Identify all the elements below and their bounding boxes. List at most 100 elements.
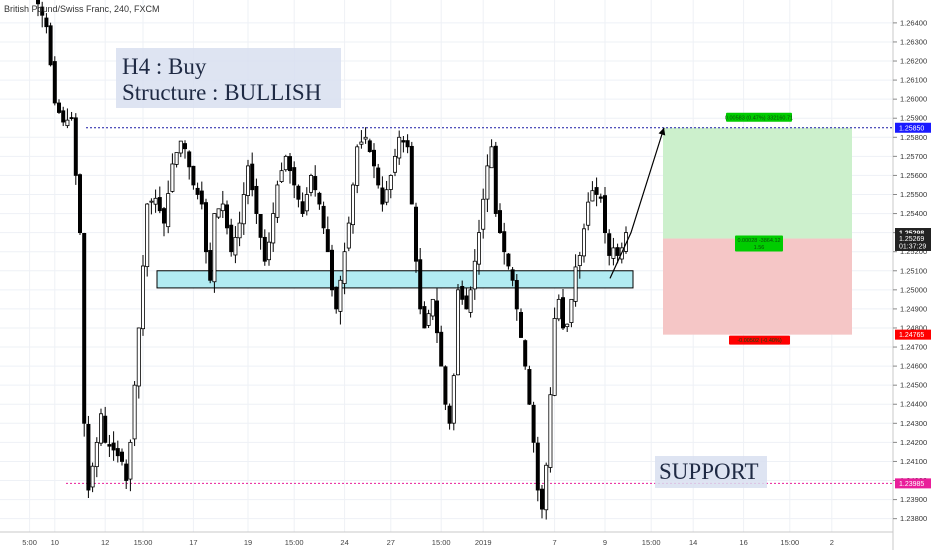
candle-body[interactable]: [371, 149, 376, 167]
candle-body[interactable]: [540, 488, 545, 510]
candle-body[interactable]: [178, 140, 183, 154]
candle-body[interactable]: [145, 203, 150, 268]
candle-body[interactable]: [65, 119, 70, 127]
candle-body[interactable]: [182, 143, 187, 150]
candle-body[interactable]: [418, 259, 423, 310]
candle-body[interactable]: [426, 313, 431, 326]
candle-body[interactable]: [519, 312, 524, 338]
candle-body[interactable]: [48, 25, 53, 66]
candle-body[interactable]: [229, 224, 234, 253]
candle-body[interactable]: [384, 189, 389, 203]
candle-body[interactable]: [287, 156, 292, 172]
candle-body[interactable]: [586, 201, 591, 226]
candle-body[interactable]: [317, 192, 322, 205]
candle-body[interactable]: [556, 298, 561, 320]
candle-body[interactable]: [283, 155, 288, 171]
candle-body[interactable]: [115, 448, 120, 457]
candle-body[interactable]: [271, 213, 276, 244]
candle-body[interactable]: [321, 205, 326, 229]
candle-body[interactable]: [367, 140, 372, 152]
candle-body[interactable]: [212, 213, 217, 283]
candle-body[interactable]: [153, 197, 158, 205]
candle-body[interactable]: [266, 241, 271, 261]
candle-body[interactable]: [241, 194, 246, 225]
candle-body[interactable]: [86, 423, 91, 491]
candle-body[interactable]: [90, 465, 95, 488]
candle-body[interactable]: [161, 208, 166, 224]
candle-body[interactable]: [237, 222, 242, 239]
candle-body[interactable]: [611, 247, 616, 259]
candle-body[interactable]: [304, 194, 309, 212]
candle-body[interactable]: [615, 247, 620, 256]
candle-body[interactable]: [136, 327, 141, 387]
candle-body[interactable]: [603, 195, 608, 234]
candle-body[interactable]: [224, 204, 229, 229]
candle-body[interactable]: [565, 323, 570, 328]
candle-body[interactable]: [413, 206, 418, 262]
candle-body[interactable]: [275, 184, 280, 218]
candle-body[interactable]: [187, 151, 192, 168]
candle-body[interactable]: [443, 366, 448, 405]
candle-body[interactable]: [191, 165, 196, 186]
candle-body[interactable]: [476, 232, 481, 265]
candle-body[interactable]: [527, 369, 532, 405]
candle-body[interactable]: [82, 232, 87, 424]
candle-body[interactable]: [388, 175, 393, 190]
candle-body[interactable]: [590, 190, 595, 202]
candle-body[interactable]: [523, 340, 528, 367]
candle-body[interactable]: [430, 298, 435, 317]
candle-body[interactable]: [405, 140, 410, 148]
candle-body[interactable]: [409, 145, 414, 205]
candle-body[interactable]: [166, 193, 171, 228]
time-axis[interactable]: 5:00 10 12 15:00 17 19 15:00 24 27 15:00 2019 7 9 15:…: [22, 538, 834, 547]
candle-body[interactable]: [397, 136, 402, 159]
profit-zone[interactable]: [663, 127, 852, 239]
candle-body[interactable]: [380, 187, 385, 205]
candle-body[interactable]: [124, 463, 129, 481]
candle-body[interactable]: [78, 174, 83, 234]
candle-body[interactable]: [464, 295, 469, 310]
projection-arrow[interactable]: [609, 127, 665, 279]
candle-body[interactable]: [292, 167, 297, 186]
candle-body[interactable]: [44, 17, 49, 28]
candle-body[interactable]: [447, 405, 452, 424]
candle-body[interactable]: [434, 300, 439, 334]
candle-body[interactable]: [363, 136, 368, 140]
candle-body[interactable]: [94, 441, 99, 468]
candle-body[interactable]: [573, 266, 578, 302]
candle-body[interactable]: [233, 236, 238, 256]
candle-body[interactable]: [199, 190, 204, 205]
candle-body[interactable]: [128, 441, 133, 480]
candle-body[interactable]: [561, 297, 566, 329]
candle-body[interactable]: [57, 102, 62, 113]
candle-body[interactable]: [497, 210, 502, 234]
candle-body[interactable]: [203, 202, 208, 253]
candle-body[interactable]: [531, 404, 536, 443]
candle-body[interactable]: [73, 117, 78, 176]
candle-body[interactable]: [594, 187, 599, 195]
candle-body[interactable]: [279, 170, 284, 183]
candle-body[interactable]: [52, 61, 57, 104]
candle-body[interactable]: [598, 196, 603, 199]
candle-body[interactable]: [376, 167, 381, 186]
candle-body[interactable]: [535, 442, 540, 491]
candle-body[interactable]: [174, 152, 179, 165]
candle-body[interactable]: [140, 265, 145, 330]
candle-body[interactable]: [548, 394, 553, 468]
candle-body[interactable]: [607, 233, 612, 256]
candle-body[interactable]: [350, 184, 355, 226]
candle-body[interactable]: [359, 141, 364, 145]
candle-body[interactable]: [582, 228, 587, 257]
candle-body[interactable]: [460, 286, 465, 300]
candle-body[interactable]: [313, 176, 318, 191]
candle-body[interactable]: [120, 451, 125, 462]
candle-body[interactable]: [258, 213, 263, 238]
candle-body[interactable]: [514, 280, 519, 310]
candle-body[interactable]: [544, 464, 549, 511]
candle-body[interactable]: [468, 289, 473, 313]
candle-body[interactable]: [220, 203, 225, 212]
candle-body[interactable]: [111, 442, 116, 451]
candle-body[interactable]: [245, 165, 250, 196]
candle-body[interactable]: [262, 236, 267, 262]
